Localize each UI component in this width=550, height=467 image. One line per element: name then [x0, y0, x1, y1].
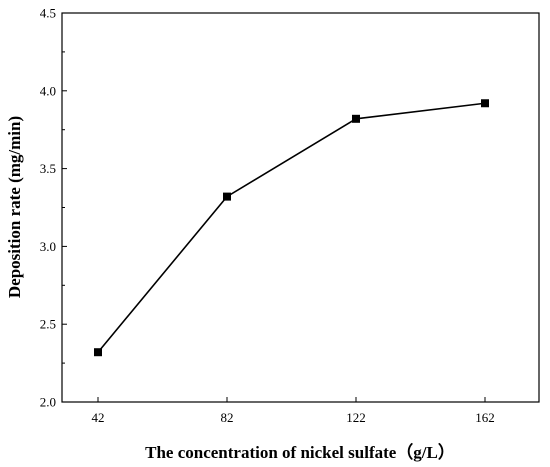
data-point [352, 114, 360, 123]
y-axis-title: Deposition rate (mg/min) [5, 116, 24, 298]
data-point [481, 99, 489, 108]
y-tick-label: 3.0 [40, 239, 56, 254]
data-point [223, 192, 231, 201]
x-tick-label: 162 [475, 410, 495, 425]
y-tick-label: 3.5 [40, 161, 56, 176]
series-line [97, 102, 486, 353]
y-axis-ticks: 2.0 2.5 3.0 3.5 4.0 4.5 [40, 6, 67, 410]
plot-frame [61, 12, 540, 403]
y-tick-label: 2.5 [40, 317, 56, 332]
series-group [94, 99, 489, 357]
data-point [94, 348, 102, 357]
x-tick-label: 122 [346, 410, 366, 425]
x-tick-label: 42 [92, 410, 105, 425]
y-tick-label: 4.0 [40, 83, 56, 98]
y-tick-label: 2.0 [40, 395, 56, 410]
x-axis-ticks: 42 82 122 162 [92, 397, 495, 425]
x-tick-label: 82 [221, 410, 234, 425]
x-axis-title: The concentration of nickel sulfate（g/L） [145, 442, 455, 462]
y-tick-label: 4.5 [40, 6, 56, 21]
